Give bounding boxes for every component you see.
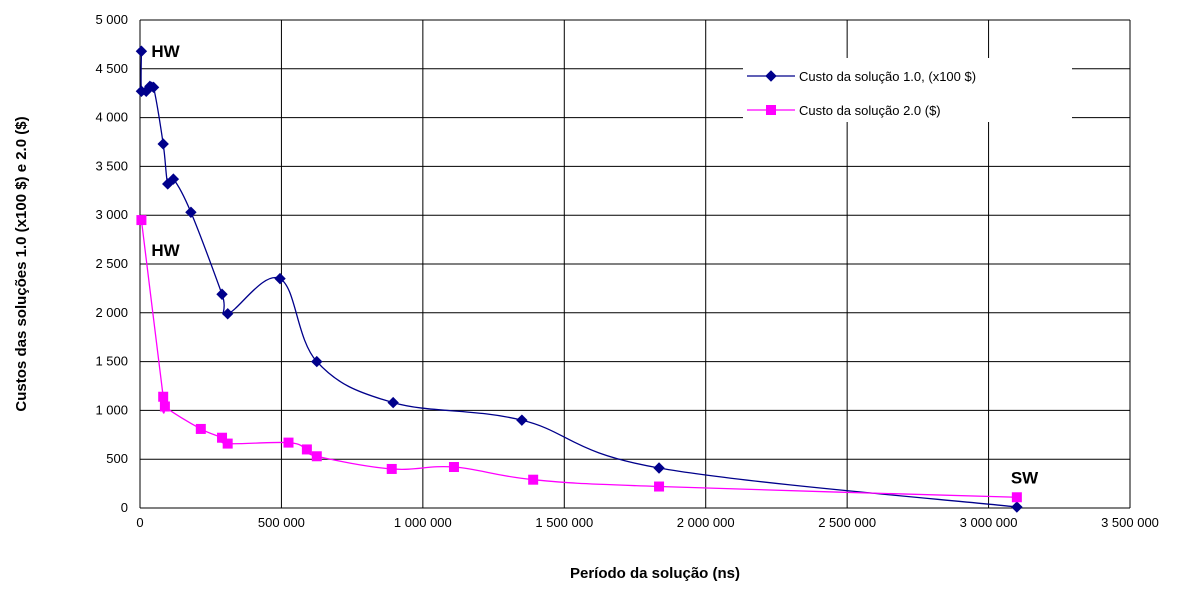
annotation-label: SW [1011,468,1039,487]
x-tick-label: 500 000 [258,515,305,530]
series-2-line [140,220,1017,498]
series-2-point [195,423,206,434]
series-2-point [1011,492,1022,503]
annotation-label: HW [151,241,180,260]
series-2-point [301,444,312,455]
x-tick-label: 2 500 000 [818,515,876,530]
series-2-point [448,462,459,473]
x-tick-label: 3 000 000 [960,515,1018,530]
series-2-point [311,451,322,462]
series-1-point [135,45,148,57]
x-axis-title: Período da solução (ns) [570,565,740,582]
y-tick-label: 500 [106,451,128,466]
legend-marker [766,105,776,115]
series-2-point [222,438,233,449]
y-tick-label: 3 500 [95,158,128,173]
series-2-point [283,437,294,448]
series-2 [136,215,1022,503]
series-2-point [158,391,169,402]
legend-marker [765,70,777,82]
legend-label: Custo da solução 1.0, (x100 $) [799,69,976,84]
x-tick-label: 1 500 000 [535,515,593,530]
y-tick-label: 3 000 [95,207,128,222]
x-tick-label: 1 000 000 [394,515,452,530]
x-tick-label: 2 000 000 [677,515,735,530]
series-1-point [185,206,197,218]
y-tick-label: 2 000 [95,305,128,320]
axes [139,20,1130,509]
y-tick-label: 5 000 [95,12,128,27]
series-2-point [654,481,665,492]
series-2-point [528,474,539,485]
series-1-point [157,138,169,150]
series-2-point [159,401,170,412]
x-tick-label: 0 [136,515,143,530]
series-layer [135,45,1023,513]
annotation-label: HW [151,42,180,61]
x-tick-label: 3 500 000 [1101,515,1159,530]
legend-box [743,58,1072,122]
y-tick-labels: 0 500 1 000 1 500 2 000 2 500 3 000 3 500 4 000 4… [95,12,128,515]
series-1-point [216,288,228,300]
y-tick-label: 4 000 [95,110,128,125]
y-tick-label: 1 000 [95,402,128,417]
y-tick-label: 2 500 [95,256,128,271]
series-2-point [217,432,228,443]
legend-label: Custo da solução 2.0 ($) [799,103,941,118]
series-2-point [136,215,147,226]
annotations: HW HW SW [151,42,1039,487]
legend: Custo da solução 1.0, (x100 $) Custo da s… [743,58,1072,122]
y-axis-title: Custos das soluções 1.0 (x100 $) e 2.0 (… [13,116,30,411]
series-1-point [221,308,234,320]
series-1-point [387,396,399,409]
series-1-point [311,355,323,368]
y-tick-label: 0 [121,500,128,515]
x-tick-labels: 0 500 000 1 000 000 1 500 000 2 000 000 2 500… [136,515,1159,530]
series-1-point [147,81,160,94]
y-tick-label: 1 500 [95,354,128,369]
y-tick-label: 4 500 [95,61,128,76]
series-2-point [386,463,397,474]
series-1-point [274,272,286,285]
series-1-point [167,173,180,185]
series-1-point [1011,501,1023,513]
series-1-point [516,414,528,426]
series-1 [135,45,1023,513]
series-1-point [653,462,665,474]
